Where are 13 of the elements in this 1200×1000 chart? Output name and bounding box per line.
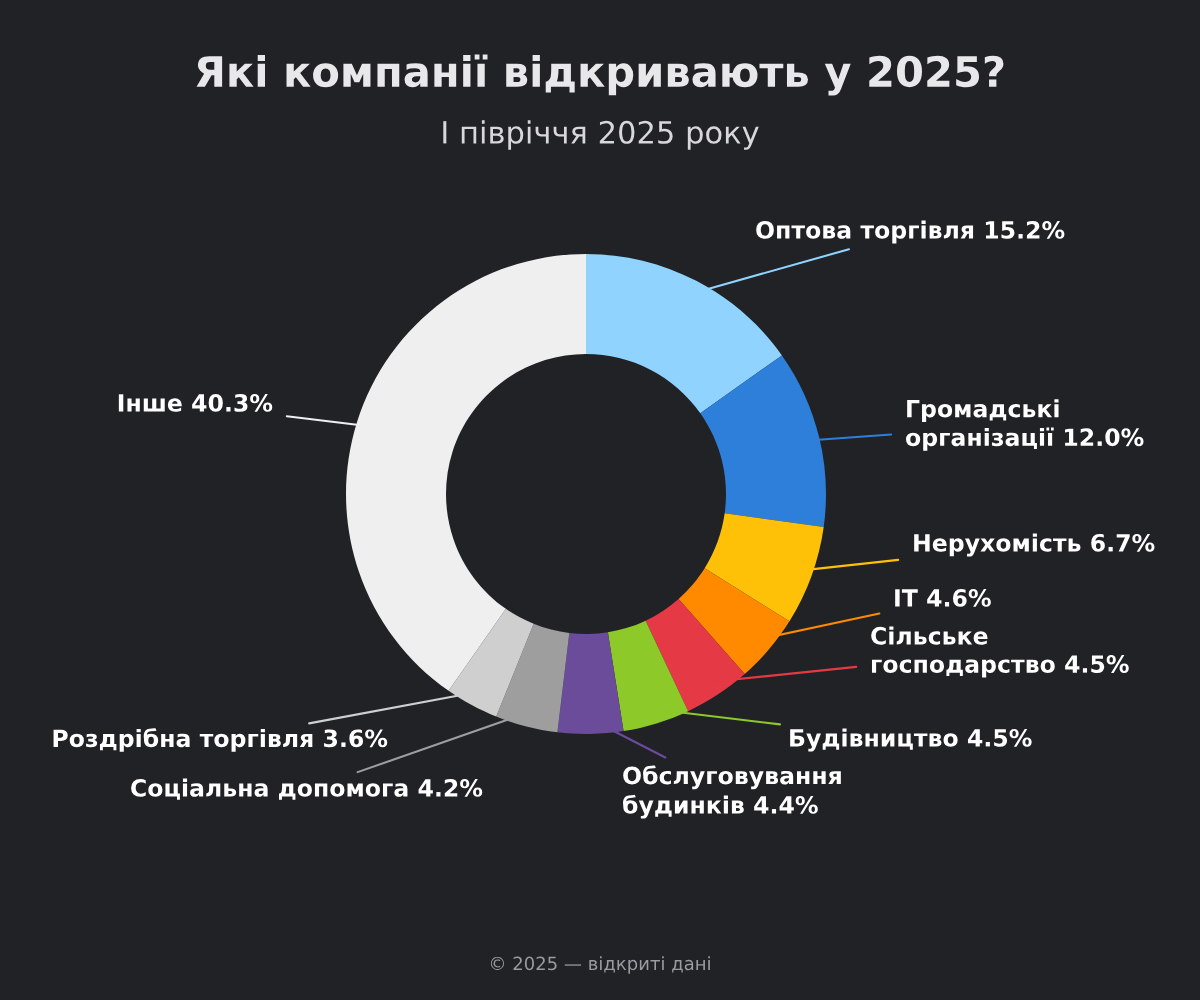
slice-label: Нерухомість 6.7% [914, 533, 1155, 557]
chart-title: Які компанії відкривають у 2025? [196, 54, 1004, 96]
text: © 2025 — відкриті дані [490, 956, 710, 974]
slice-label: Будівництво 4.5% [790, 728, 1032, 752]
slice-label: Сільське господарство 4.5% [871, 626, 1129, 678]
slice-label: Роздрібна торгівля 3.6% [53, 728, 388, 752]
slice-label: Обслуговування будинків 4.4% [623, 765, 841, 819]
slice-label: Оптова торгівля 15.2% [756, 220, 1065, 244]
slice-label: Соціальна допомога 4.2% [131, 778, 483, 800]
slice-label: IT 4.6% [895, 588, 991, 607]
chart-subtitle: І півріччя 2025 року [443, 120, 759, 150]
slice-label: Громадські організації 12.0% [906, 399, 1144, 451]
slice-label: Інше 40.3% [118, 393, 273, 412]
